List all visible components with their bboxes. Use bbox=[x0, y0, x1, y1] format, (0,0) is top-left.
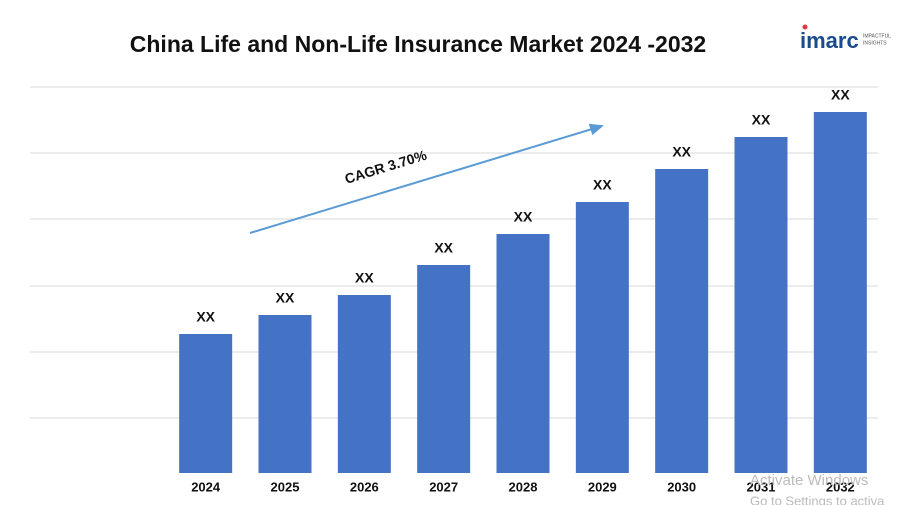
value-label: XX bbox=[434, 240, 453, 256]
bar bbox=[734, 137, 788, 473]
logo: imarc IMPACTFUL INSIGHTS bbox=[800, 24, 891, 53]
x-tick-label: 2030 bbox=[667, 479, 696, 494]
bar bbox=[258, 315, 312, 473]
plot: 2024 XX 2025 XX 2026 XX 2027 XX 2028 XX 2029 XX 2030… bbox=[179, 87, 867, 494]
value-label: XX bbox=[276, 290, 295, 306]
x-tick-label: 2024 bbox=[191, 479, 221, 494]
bar bbox=[179, 334, 233, 473]
bar bbox=[813, 112, 867, 473]
watermark: Activate Windows bbox=[750, 472, 868, 489]
bar bbox=[496, 234, 550, 473]
x-tick-label: 2027 bbox=[429, 479, 458, 494]
logo-dot bbox=[802, 24, 808, 30]
bar bbox=[655, 169, 709, 473]
x-tick-label: 2032 bbox=[826, 479, 855, 494]
logo-tagline: INSIGHTS bbox=[863, 40, 887, 46]
bar bbox=[417, 265, 471, 473]
value-label: XX bbox=[355, 270, 374, 286]
x-tick-label: 2031 bbox=[747, 479, 776, 494]
value-label: XX bbox=[672, 144, 691, 160]
x-tick-label: 2029 bbox=[588, 479, 617, 494]
x-tick-label: 2026 bbox=[350, 479, 379, 494]
logo-brand: imarc bbox=[800, 28, 859, 53]
x-tick-label: 2028 bbox=[509, 479, 538, 494]
cagr-arrow bbox=[249, 123, 604, 234]
bar bbox=[575, 202, 629, 473]
value-label: XX bbox=[831, 87, 850, 103]
watermark: Go to Settings to activa bbox=[750, 493, 885, 505]
value-label: XX bbox=[196, 309, 215, 325]
bar bbox=[337, 295, 391, 473]
value-label: XX bbox=[752, 112, 771, 128]
x-tick-label: 2025 bbox=[271, 479, 300, 494]
logo-tagline: IMPACTFUL bbox=[863, 33, 891, 39]
chart-title: China Life and Non-Life Insurance Market… bbox=[130, 31, 706, 57]
value-label: XX bbox=[514, 209, 533, 225]
value-label: XX bbox=[593, 177, 612, 193]
